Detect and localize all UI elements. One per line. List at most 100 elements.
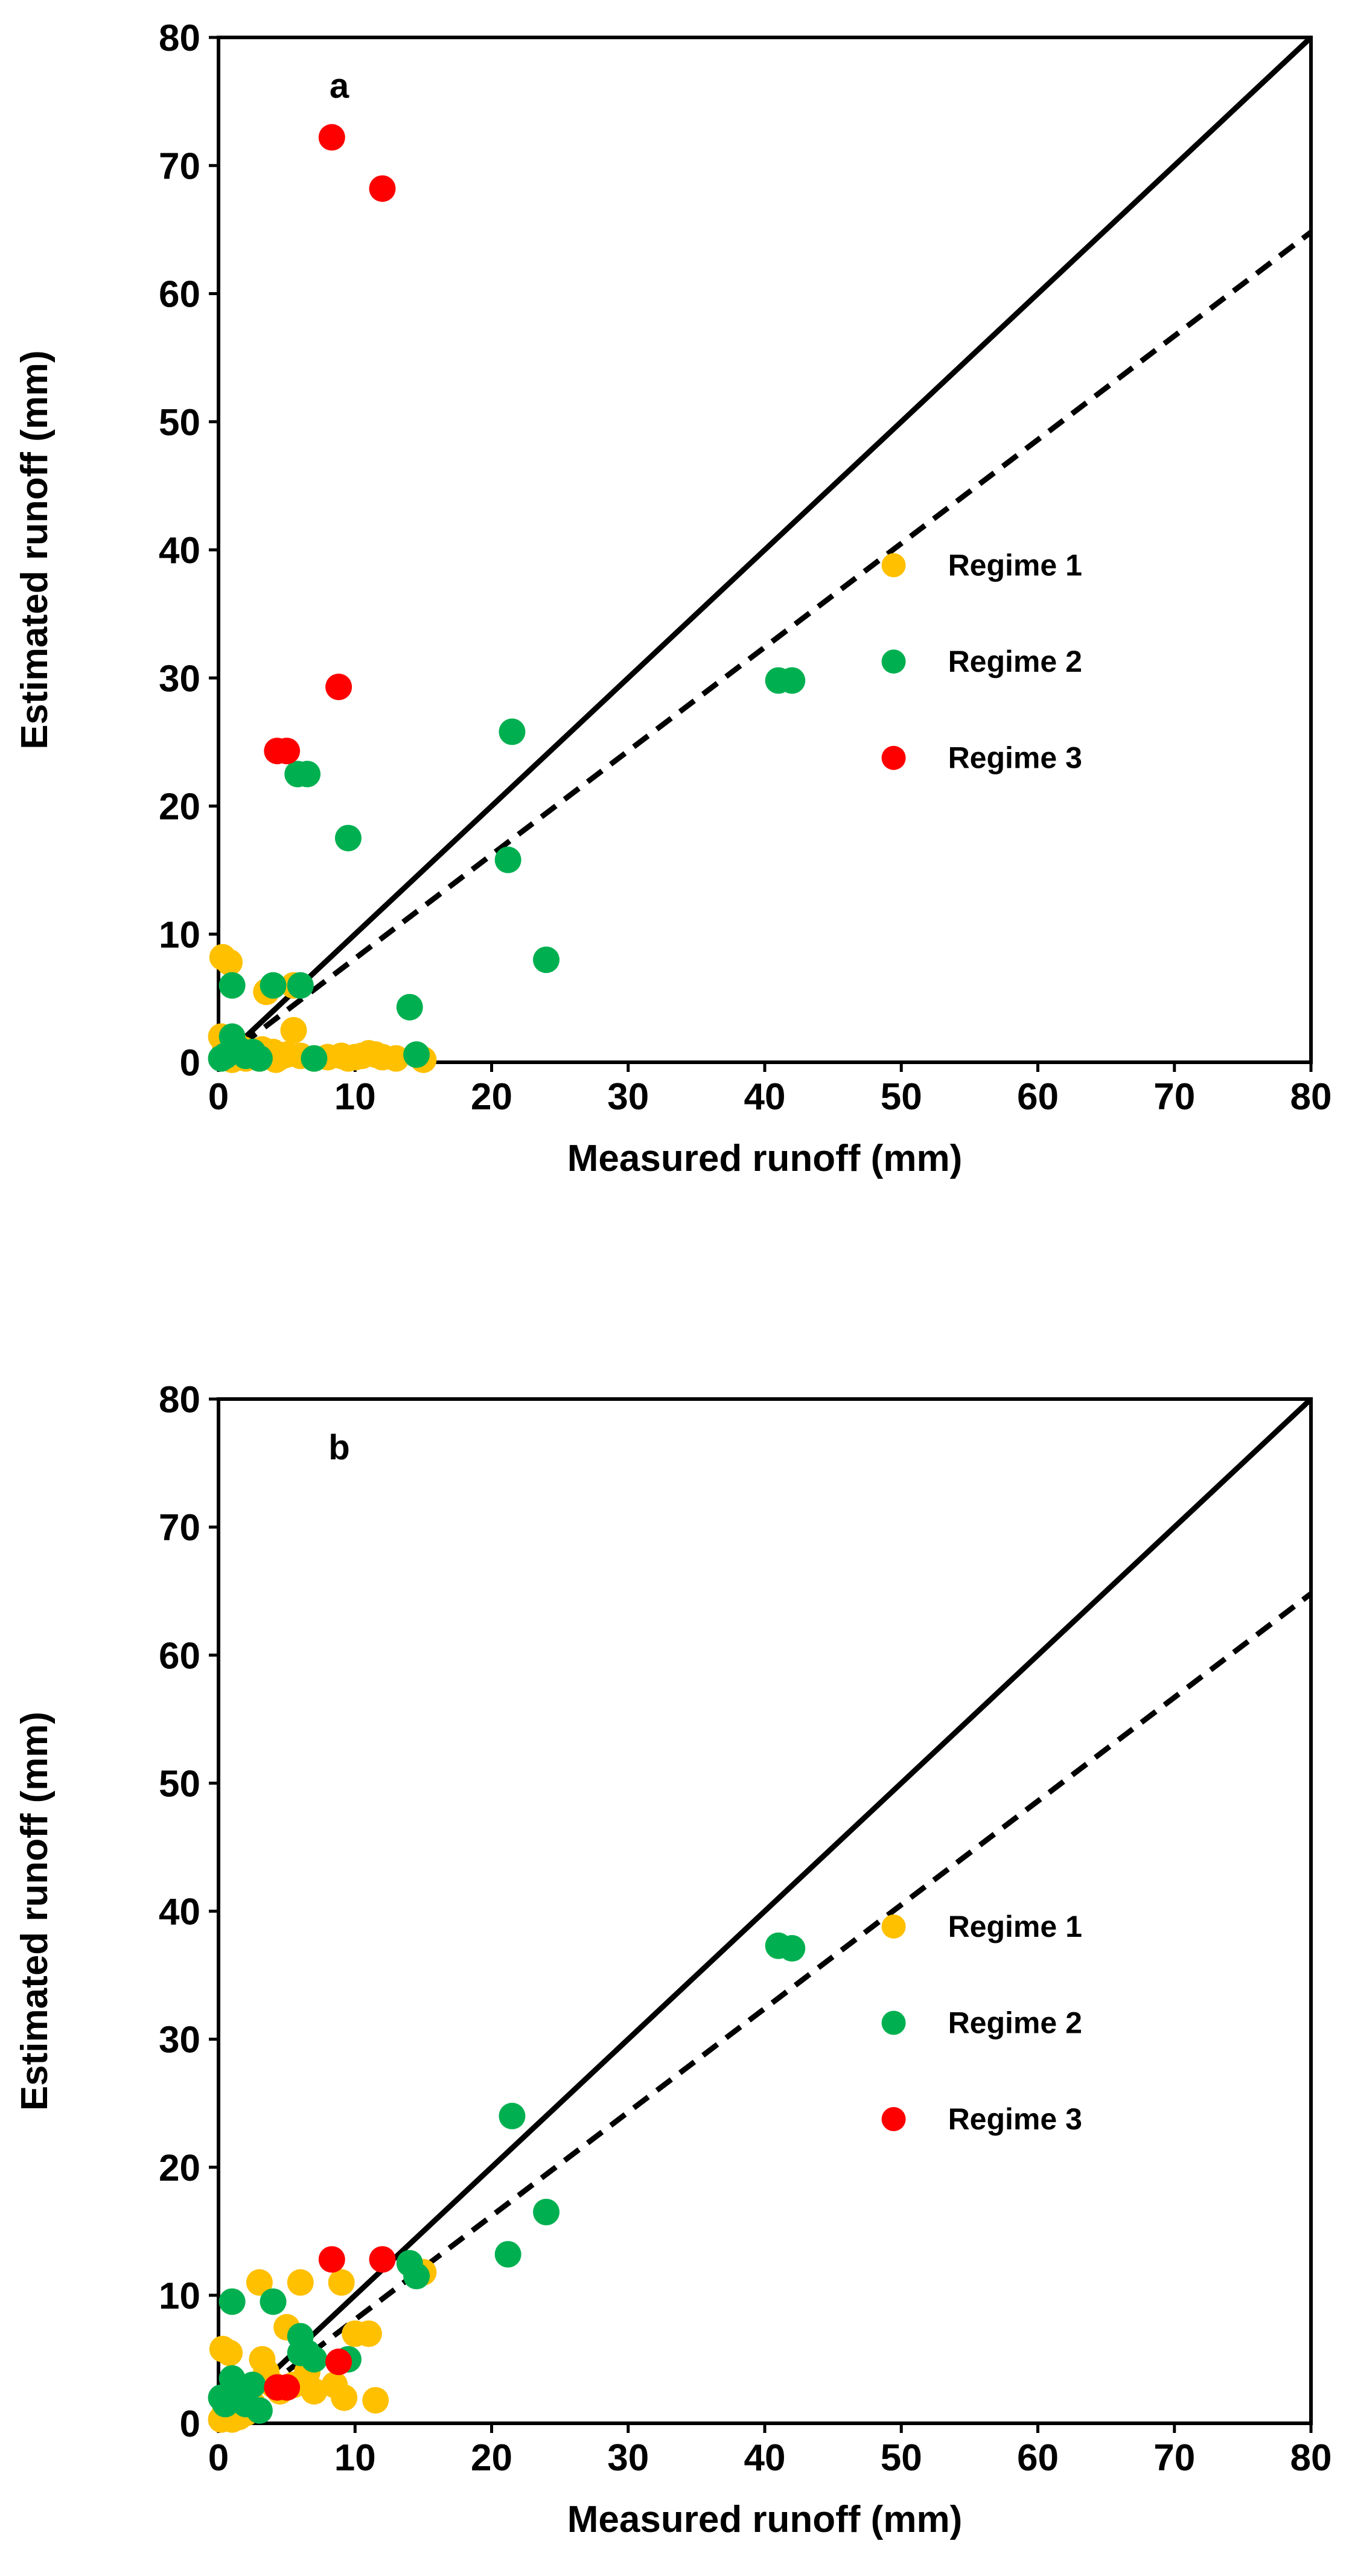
chart-1-data-point <box>273 2374 301 2401</box>
chart-1-legend-label: Regime 3 <box>948 2102 1082 2136</box>
chart-1-y-tick-label: 50 <box>159 1763 200 1805</box>
chart-1-data-point <box>533 2198 560 2225</box>
chart-0-legend-label: Regime 2 <box>948 645 1082 678</box>
chart-0-one-to-one-line <box>216 35 1313 1065</box>
chart-1-data-point <box>362 2386 389 2414</box>
chart-1-regression-line <box>217 1591 1313 2426</box>
chart-0-data-point <box>494 846 521 873</box>
chart-panel-b: 0 10 20 30 40 50 60 70 80 0 10 20 30 40 50 60 70 80 Measur… <box>14 1379 1331 2540</box>
chart-1-data-point <box>218 2288 246 2315</box>
chart-1-data-point <box>318 2246 345 2273</box>
chart-1-data-point <box>403 2263 430 2290</box>
chart-1-data-point <box>494 2240 521 2268</box>
chart-0-y-tick-label: 70 <box>159 145 200 187</box>
chart-0-legend-label: Regime 1 <box>948 548 1082 582</box>
chart-0-legend-marker <box>881 553 906 578</box>
chart-1-y-axis-title: Estimated runoff (mm) <box>14 1712 56 2111</box>
chart-0-panel-label: a <box>330 66 349 106</box>
chart-0-data-point <box>246 1045 273 1072</box>
chart-0-data-point <box>325 674 352 701</box>
chart-0-data-point <box>216 949 243 976</box>
chart-0-legend-marker <box>881 745 906 770</box>
chart-0-x-axis-title: Measured runoff (mm) <box>567 1138 962 1179</box>
chart-1-y-tick-label: 40 <box>159 1892 200 1933</box>
chart-1-y-tick-label: 20 <box>159 2147 200 2189</box>
chart-0-x-tick-label: 60 <box>1017 1076 1059 1118</box>
chart-1-data-point <box>301 2345 328 2373</box>
chart-0-x-tick-label: 70 <box>1153 1076 1195 1118</box>
chart-0-y-tick-label: 50 <box>159 402 200 444</box>
chart-1-data-point <box>355 2320 382 2347</box>
chart-0-y-tick-label: 30 <box>159 658 200 700</box>
chart-1-data-point <box>369 2246 396 2273</box>
chart-1-y-tick-label: 30 <box>159 2020 200 2061</box>
chart-1-legend-label: Regime 2 <box>948 2006 1082 2039</box>
chart-1-data-point <box>260 2288 287 2315</box>
chart-1-data-point <box>325 2348 352 2376</box>
chart-0-data-point <box>403 1041 430 1068</box>
chart-0-y-axis-title: Estimated runoff (mm) <box>14 350 56 749</box>
chart-1-data-point <box>287 2269 314 2296</box>
chart-0-x-tick-label: 20 <box>471 1076 512 1118</box>
chart-0-y-tick-label: 10 <box>159 914 200 956</box>
chart-0-series-regime-2 <box>208 667 806 1072</box>
chart-0-data-point <box>533 946 560 974</box>
chart-0-y-tick-label: 60 <box>159 274 200 316</box>
chart-0-data-point <box>396 993 423 1021</box>
chart-0-x-tick-label: 0 <box>208 1076 229 1118</box>
chart-0-data-point <box>499 718 526 745</box>
chart-1-data-point <box>779 1935 806 1962</box>
chart-0-x-tick-label: 80 <box>1290 1076 1332 1118</box>
chart-0-data-point <box>273 738 301 765</box>
chart-0-y-tick-label: 80 <box>159 18 200 59</box>
chart-0-data-point <box>318 124 345 151</box>
chart-1-x-tick-label: 70 <box>1153 2437 1195 2479</box>
chart-0-data-point <box>369 175 396 202</box>
chart-0-x-tick-label: 30 <box>607 1076 649 1118</box>
chart-0-y-tick-label: 0 <box>180 1042 200 1084</box>
chart-1-y-tick-label: 0 <box>180 2403 200 2445</box>
chart-1-x-tick-label: 10 <box>334 2437 376 2479</box>
chart-1-legend-marker <box>881 2106 906 2131</box>
chart-1-data-point <box>331 2384 358 2411</box>
chart-1-x-tick-label: 0 <box>208 2437 229 2479</box>
chart-1-panel-label: b <box>328 1428 349 1467</box>
chart-0-regression-line <box>217 230 1313 1065</box>
chart-0-data-point <box>218 972 246 999</box>
chart-1-data-point <box>301 2377 328 2405</box>
chart-0-legend-label: Regime 3 <box>948 741 1082 775</box>
chart-1-legend-marker <box>881 1914 906 1939</box>
chart-1-x-tick-label: 80 <box>1290 2437 1332 2479</box>
chart-0-x-tick-label: 50 <box>881 1076 922 1118</box>
chart-0-y-tick-label: 20 <box>159 786 200 828</box>
chart-1-x-tick-label: 50 <box>881 2437 922 2479</box>
chart-1-x-tick-label: 20 <box>471 2437 512 2479</box>
chart-1-x-tick-label: 30 <box>607 2437 649 2479</box>
chart-0-x-tick-label: 10 <box>334 1076 376 1118</box>
chart-1-data-point <box>246 2269 273 2296</box>
chart-1-legend-label: Regime 1 <box>948 1910 1082 1943</box>
chart-0-series-regime-3 <box>264 124 396 765</box>
chart-1-y-tick-label: 10 <box>159 2275 200 2317</box>
chart-0-data-point <box>280 1016 307 1044</box>
chart-1-series-regime-3 <box>264 2246 396 2401</box>
chart-1-y-tick-label: 60 <box>159 1635 200 1677</box>
chart-0-y-tick-label: 40 <box>159 530 200 572</box>
chart-panel-a: 0 10 20 30 40 50 60 70 80 0 10 20 30 40 50 60 70 80 Measur… <box>14 18 1331 1179</box>
chart-1-one-to-one-line <box>216 1397 1313 2426</box>
chart-0-data-point <box>260 972 287 999</box>
chart-1-data-point <box>499 2102 526 2129</box>
chart-0-x-tick-label: 40 <box>744 1076 786 1118</box>
chart-0-data-point <box>294 760 321 788</box>
chart-0-data-point <box>301 1045 328 1072</box>
chart-0-data-point <box>383 1045 410 1072</box>
chart-1-data-point <box>246 2397 273 2424</box>
chart-0-legend-marker <box>881 649 906 674</box>
chart-1-data-point <box>239 2371 266 2399</box>
chart-1-x-tick-label: 60 <box>1017 2437 1059 2479</box>
chart-1-x-tick-label: 40 <box>744 2437 786 2479</box>
chart-1-series-regime-2 <box>208 1932 806 2424</box>
chart-1-data-point <box>328 2269 355 2296</box>
chart-1-y-tick-label: 80 <box>159 1379 200 1421</box>
